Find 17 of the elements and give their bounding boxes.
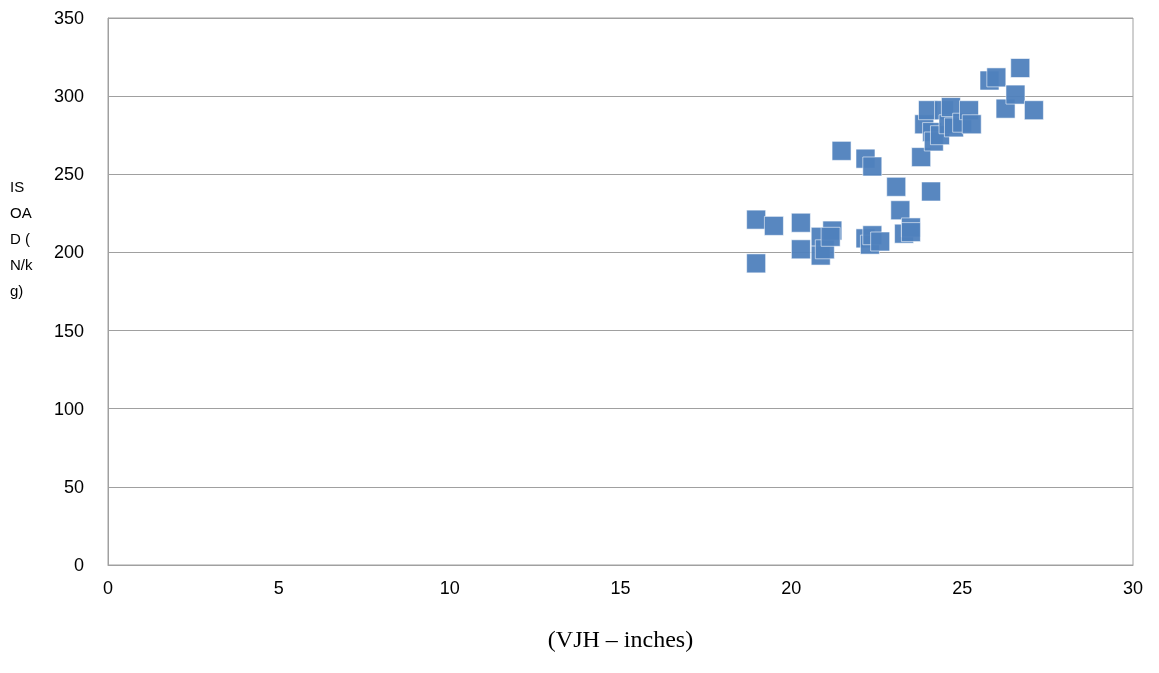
y-tick-label: 250 [53, 164, 84, 185]
y-tick-label: 100 [53, 398, 84, 419]
x-axis-title: (VJH – inches) [547, 626, 694, 652]
x-tick-label: 5 [273, 578, 284, 598]
y-tick-label: 350 [53, 8, 84, 28]
y-tick-label: 50 [63, 476, 84, 497]
x-tick-label: 0 [102, 578, 114, 598]
y-axis-title: ISOAD (N/kg) [10, 177, 33, 299]
y-tick-label: 0 [73, 555, 84, 575]
y-tick-label: 150 [53, 320, 84, 341]
x-tick-label: 20 [781, 578, 802, 598]
y-tick-label: 300 [53, 86, 84, 107]
x-tick-label: 25 [952, 578, 973, 598]
y-tick-label: 200 [53, 242, 84, 263]
x-tick-label: 10 [439, 578, 460, 598]
x-tick-label: 15 [610, 578, 631, 598]
x-tick-label: 30 [1122, 578, 1144, 598]
